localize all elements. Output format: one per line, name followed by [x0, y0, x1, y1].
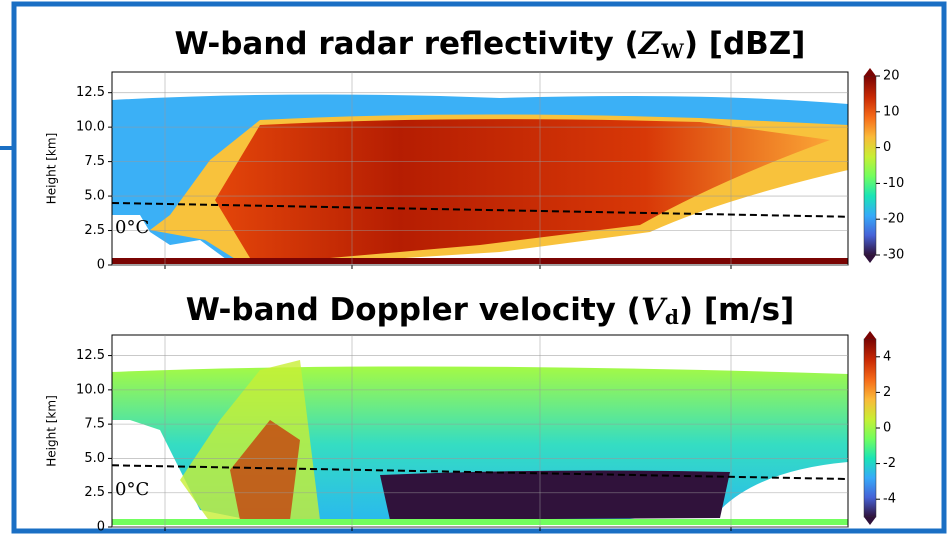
title-part: Z [637, 26, 663, 62]
colorbar-tick-label: -10 [883, 176, 904, 191]
title-part: V [641, 292, 668, 328]
panel-title: W-band radar reflectivity (ZW) [dBZ] [175, 26, 806, 63]
freezing-level [111, 464, 849, 480]
y-axis-label: Height [km] [45, 133, 59, 204]
title-part: d [665, 305, 679, 329]
y-tick-label: 0 [97, 520, 105, 535]
colorbar-tick-label: 2 [883, 385, 891, 400]
y-tick-label: 7.5 [84, 417, 105, 432]
y-tick-label: 5.0 [84, 189, 105, 204]
colorbar-tick-label: -30 [883, 248, 904, 263]
colorbar-extend [864, 517, 876, 525]
y-tick-label: 5.0 [84, 451, 105, 466]
colorbar-tick-label: -4 [883, 492, 896, 507]
panel-title: W-band Doppler velocity (Vd) [m/s] [186, 292, 795, 329]
title-part: W-band radar reflectivity ( [175, 26, 639, 62]
colorbar [863, 338, 877, 518]
title-part: W-band Doppler velocity ( [186, 292, 641, 328]
y-tick-label: 10.0 [76, 120, 105, 135]
freezing-label: 0°C [115, 217, 149, 238]
y-tick-label: 0 [97, 258, 105, 273]
colorbar-tick-label: 4 [883, 349, 891, 364]
title-part: ) [m/s] [679, 292, 794, 328]
y-tick-label: 12.5 [76, 85, 105, 100]
y-tick-label: 7.5 [84, 154, 105, 169]
colorbar-extend [864, 255, 876, 263]
colorbar-tick-label: -20 [883, 212, 904, 227]
colorbar [863, 75, 877, 256]
colorbar-tick-label: 20 [883, 69, 900, 84]
colorbar-tick-label: 10 [883, 104, 900, 119]
y-axis-label: Height [km] [45, 395, 59, 466]
field-2 [112, 360, 848, 525]
colorbar-extend [864, 331, 876, 339]
colorbar-tick-label: -2 [883, 456, 896, 471]
colorbar-tick-label: 0 [883, 421, 891, 436]
y-tick-label: 2.5 [84, 485, 105, 500]
colorbar-tick-label: 0 [883, 140, 891, 155]
freezing-level [111, 201, 849, 218]
y-tick-label: 12.5 [76, 348, 105, 363]
y-tick-label: 2.5 [84, 223, 105, 238]
title-part: W [660, 39, 684, 63]
field-1 [112, 94, 848, 264]
y-tick-label: 10.0 [76, 382, 105, 397]
freezing-label: 0°C [115, 479, 149, 500]
frame [11, 1, 947, 534]
colorbar-extend [864, 68, 876, 76]
title-part: ) [dBZ] [684, 26, 806, 62]
